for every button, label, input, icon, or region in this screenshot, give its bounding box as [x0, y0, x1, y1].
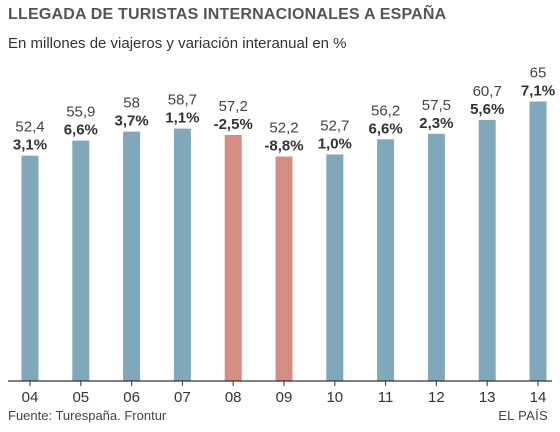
x-tick-label-07: 07	[174, 389, 191, 406]
variation-label-06: 3,7%	[114, 113, 148, 130]
variation-label-08: -2,5%	[214, 116, 253, 133]
bar-11	[377, 139, 395, 381]
value-label-10: 52,7	[320, 117, 349, 134]
x-tick-label-11: 11	[378, 389, 394, 406]
bar-06	[123, 131, 141, 381]
bar-10	[326, 154, 344, 381]
value-label-06: 58	[123, 95, 140, 112]
chart-subtitle: En millones de viajeros y variación inte…	[8, 35, 347, 52]
bar-09	[275, 156, 293, 381]
chart-title: LLEGADA DE TURISTAS INTERNACIONALES A ES…	[8, 6, 447, 23]
bar-12	[427, 133, 445, 382]
variation-label-07: 1,1%	[165, 110, 199, 127]
variation-label-09: -8,8%	[264, 138, 303, 155]
x-tick-label-04: 04	[22, 389, 39, 406]
variation-label-05: 6,6%	[64, 122, 98, 139]
variation-label-14: 7,1%	[521, 83, 555, 100]
bar-07	[173, 128, 191, 381]
bar-13	[478, 120, 496, 381]
x-tick-label-06: 06	[123, 389, 140, 406]
value-label-14: 65	[530, 65, 547, 82]
value-label-08: 57,2	[219, 98, 248, 115]
variation-label-10: 1,0%	[318, 135, 352, 152]
bar-14	[529, 101, 547, 381]
variation-label-11: 6,6%	[368, 120, 402, 137]
bar-08	[224, 135, 242, 381]
x-tick-label-10: 10	[326, 389, 343, 406]
x-tick-label-09: 09	[276, 389, 293, 406]
x-tick-label-13: 13	[479, 389, 496, 406]
source-note: Fuente: Turespaña. Frontur	[8, 408, 167, 423]
value-label-13: 60,7	[473, 83, 502, 100]
x-tick-label-12: 12	[428, 389, 445, 406]
variation-label-13: 5,6%	[470, 101, 504, 118]
value-label-12: 57,5	[422, 97, 451, 114]
value-label-05: 55,9	[66, 104, 95, 121]
value-label-04: 52,4	[15, 119, 44, 136]
x-tick-label-14: 14	[530, 389, 547, 406]
value-label-09: 52,2	[269, 120, 298, 137]
variation-label-12: 2,3%	[419, 115, 453, 132]
x-tick-label-05: 05	[72, 389, 89, 406]
bar-05	[72, 140, 90, 381]
bar-04	[21, 155, 39, 381]
x-tick-label-08: 08	[225, 389, 242, 406]
value-label-11: 56,2	[371, 102, 400, 119]
value-label-07: 58,7	[168, 92, 197, 109]
brand-logo: EL PAÍS	[498, 408, 548, 423]
variation-label-04: 3,1%	[13, 137, 47, 154]
